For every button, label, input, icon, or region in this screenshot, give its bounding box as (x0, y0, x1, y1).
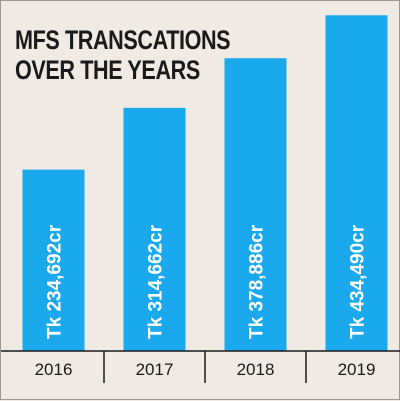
bar-value-label-2016: Tk 234,692cr (45, 224, 66, 339)
bar-2018 (224, 58, 287, 351)
chart-title-line-1: MFS TRANSCATIONS (15, 25, 231, 55)
bar-2017 (123, 107, 186, 352)
chart-title-line-2: OVER THE YEARS (15, 55, 200, 85)
bar-value-label-2018: Tk 378,886cr (247, 224, 268, 339)
bar-value-label-2017: Tk 314,662cr (146, 224, 167, 339)
bar-2016 (22, 169, 85, 351)
chart-title: MFS TRANSCATIONS OVER THE YEARS (15, 25, 231, 85)
bar-2019 (325, 15, 388, 352)
x-tick-label-2018: 2018 (237, 360, 275, 379)
x-tick-label-2017: 2017 (136, 360, 174, 379)
x-tick-label-2016: 2016 (35, 360, 73, 379)
bar-value-label-2019: Tk 434,490cr (348, 224, 369, 339)
x-tick-label-2019: 2019 (338, 360, 376, 379)
